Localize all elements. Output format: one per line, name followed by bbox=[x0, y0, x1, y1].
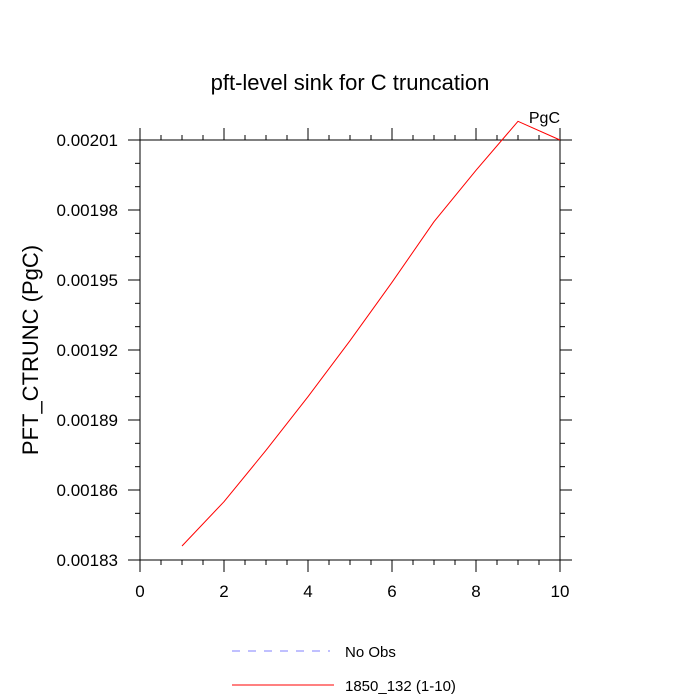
y-tick-label: 0.00201 bbox=[57, 131, 118, 150]
legend: No Obs 1850_132 (1-10) bbox=[232, 644, 456, 695]
series-line-1 bbox=[181, 120, 561, 547]
y-axis-label: PFT_CTRUNC (PgC) bbox=[18, 245, 43, 455]
x-tick-label: 0 bbox=[135, 582, 144, 601]
units-label: PgC bbox=[529, 110, 560, 127]
x-tick-label: 6 bbox=[387, 582, 396, 601]
x-tick-label: 4 bbox=[303, 582, 312, 601]
chart-title: pft-level sink for C truncation bbox=[211, 70, 490, 95]
x-tick-label: 10 bbox=[551, 582, 570, 601]
legend-label-no-obs: No Obs bbox=[345, 644, 396, 661]
x-tick-label: 8 bbox=[471, 582, 480, 601]
x-axis-ticks bbox=[139, 128, 561, 572]
y-tick-label: 0.00192 bbox=[57, 341, 118, 360]
y-tick-label: 0.00186 bbox=[57, 481, 118, 500]
series-layer bbox=[181, 120, 561, 547]
y-tick-label: 0.00183 bbox=[57, 551, 118, 570]
legend-label-1850-132: 1850_132 (1-10) bbox=[345, 678, 456, 695]
plot-frame bbox=[139, 139, 561, 561]
y-tick-label: 0.00189 bbox=[57, 411, 118, 430]
y-axis-ticks bbox=[128, 139, 572, 561]
y-tick-label: 0.00195 bbox=[57, 271, 118, 290]
x-tick-label: 2 bbox=[219, 582, 228, 601]
x-axis-tick-labels: 0 2 4 6 8 10 bbox=[135, 582, 569, 601]
y-axis-tick-labels: 0.00183 0.00186 0.00189 0.00192 0.00195 0.001… bbox=[57, 131, 118, 570]
y-tick-label: 0.00198 bbox=[57, 201, 118, 220]
